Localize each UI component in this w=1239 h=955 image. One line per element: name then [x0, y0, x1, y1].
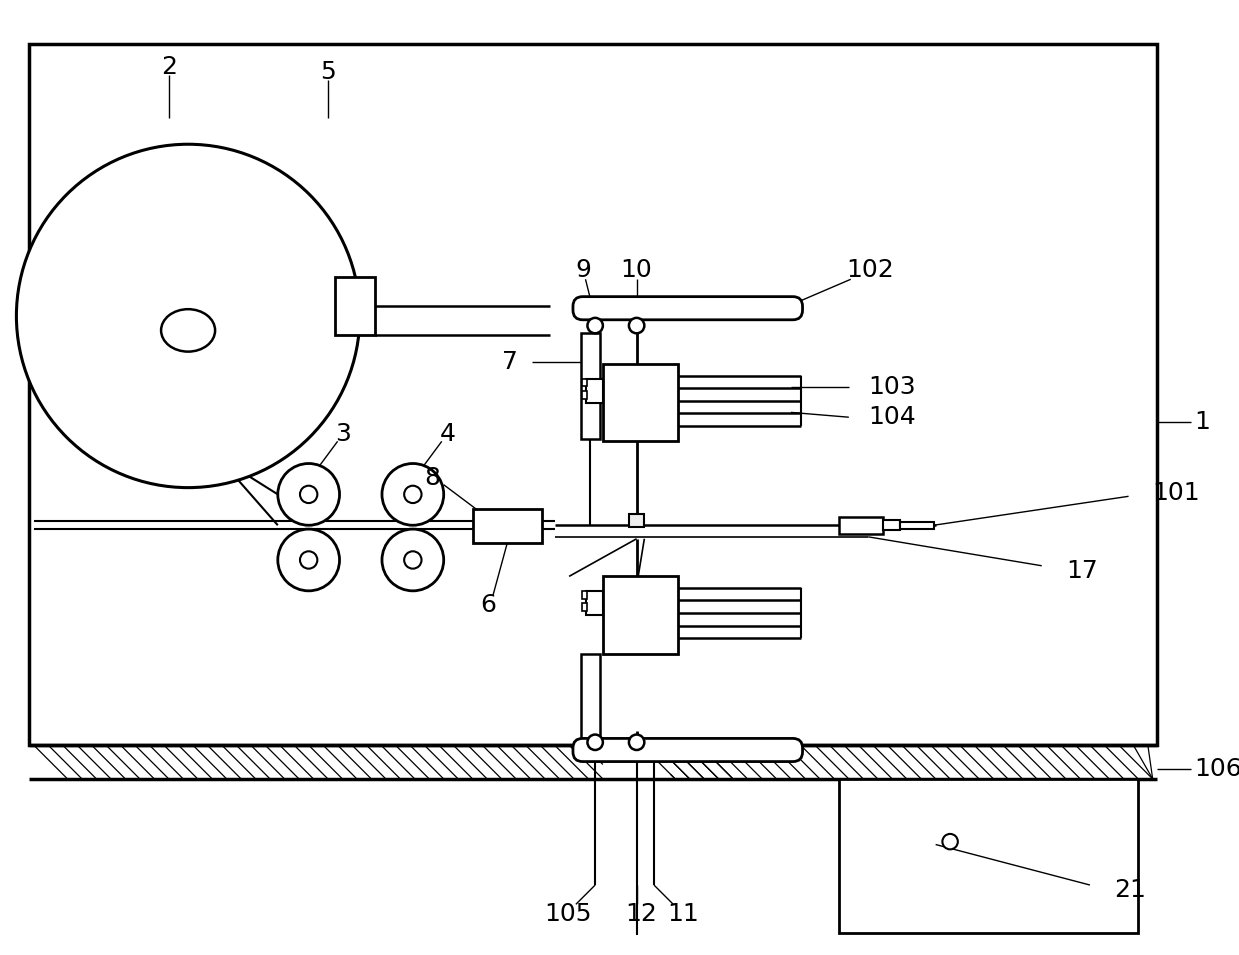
Text: 101: 101 [1152, 481, 1201, 505]
Circle shape [587, 734, 603, 750]
Bar [586, 378, 603, 403]
Circle shape [300, 551, 317, 568]
Bar [586, 591, 603, 615]
Circle shape [278, 529, 339, 591]
Circle shape [943, 834, 958, 849]
Bar [603, 577, 678, 653]
Text: 1: 1 [1194, 410, 1211, 434]
FancyBboxPatch shape [572, 738, 803, 761]
Circle shape [278, 463, 339, 525]
Bar [581, 653, 600, 740]
Bar [581, 392, 587, 399]
Circle shape [382, 529, 444, 591]
Bar [581, 604, 587, 611]
Text: 11: 11 [667, 902, 699, 926]
Bar [603, 364, 678, 441]
Bar [629, 514, 644, 527]
Text: 6: 6 [479, 593, 496, 617]
Circle shape [404, 551, 421, 568]
Bar [581, 591, 587, 599]
Text: 9: 9 [576, 258, 591, 282]
Text: 5: 5 [320, 60, 336, 84]
Bar [839, 517, 882, 534]
Circle shape [382, 463, 444, 525]
Text: 102: 102 [846, 258, 893, 282]
Text: 104: 104 [869, 405, 916, 429]
Bar [839, 779, 1139, 933]
Text: 106: 106 [1194, 757, 1239, 781]
Text: 12: 12 [626, 902, 658, 926]
Text: 7: 7 [502, 350, 518, 374]
Circle shape [629, 734, 644, 750]
Bar [581, 333, 600, 439]
Circle shape [300, 486, 317, 503]
Bar [900, 522, 934, 529]
Text: 10: 10 [621, 258, 653, 282]
Ellipse shape [161, 309, 216, 351]
Text: 103: 103 [869, 375, 916, 399]
Bar [472, 509, 543, 542]
Text: 2: 2 [161, 55, 177, 79]
Bar [882, 520, 900, 530]
Text: 3: 3 [336, 421, 352, 446]
Bar [581, 378, 587, 387]
Bar [335, 277, 375, 335]
Circle shape [629, 318, 644, 333]
Text: 105: 105 [544, 902, 592, 926]
Circle shape [16, 144, 359, 488]
Text: 8: 8 [424, 466, 440, 490]
Bar [28, 44, 1157, 745]
Text: 4: 4 [440, 421, 456, 446]
Circle shape [587, 318, 603, 333]
Circle shape [404, 486, 421, 503]
Text: 17: 17 [1066, 559, 1098, 583]
FancyBboxPatch shape [572, 297, 803, 320]
Text: 21: 21 [1114, 878, 1146, 902]
